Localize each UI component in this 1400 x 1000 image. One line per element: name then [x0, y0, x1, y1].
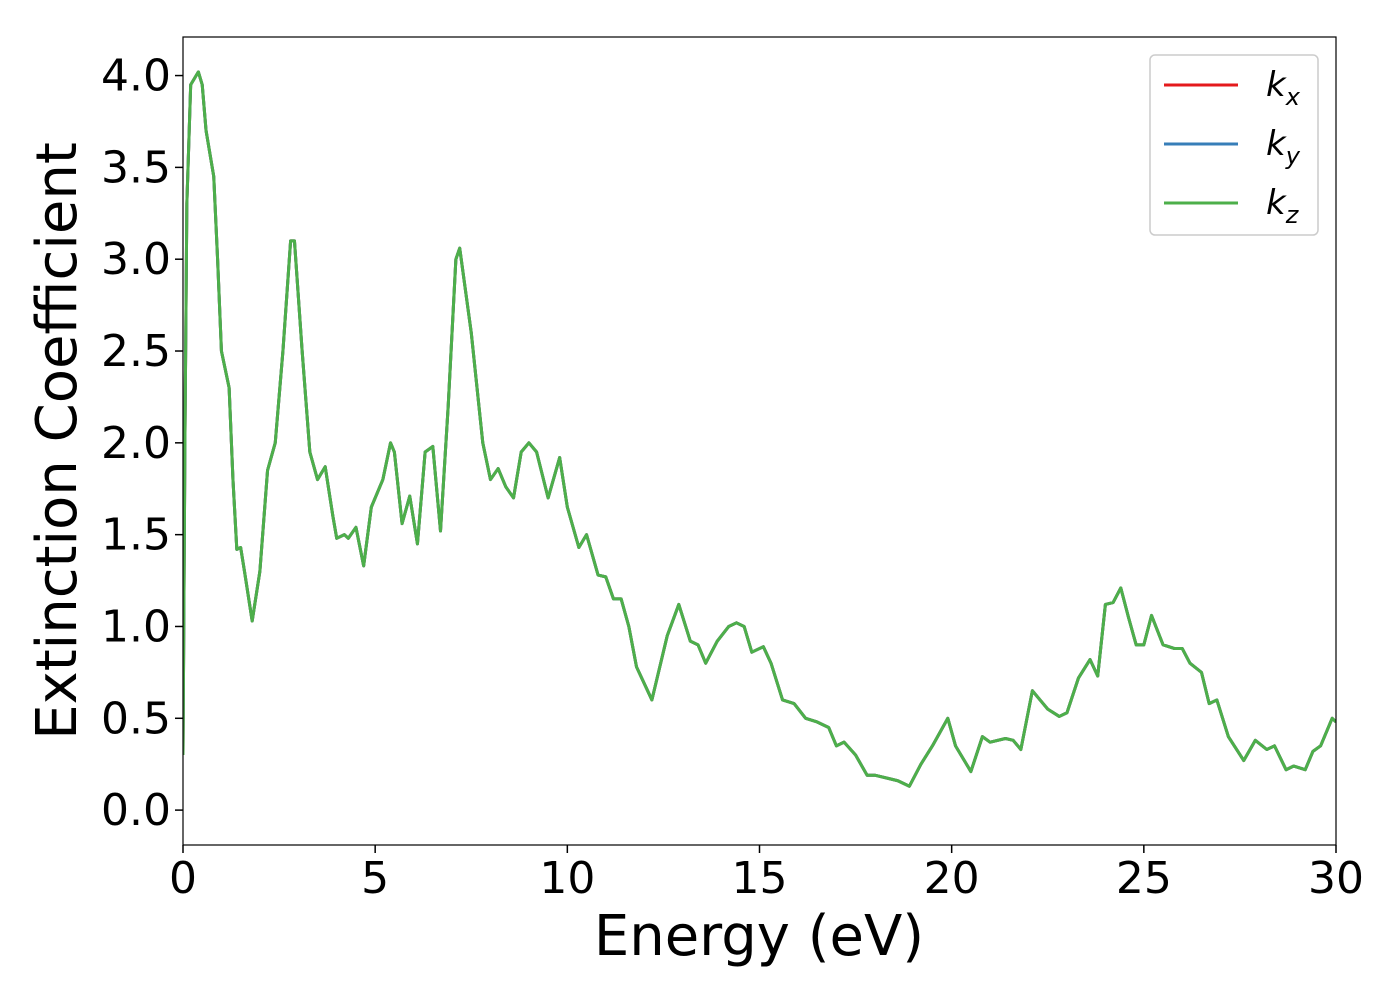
x-tick-label: 5 [361, 853, 389, 904]
x-tick-label: 15 [732, 853, 788, 904]
y-axis-label: Extinction Coefficient [25, 142, 90, 740]
y-tick-label: 4.0 [101, 51, 171, 102]
y-tick-label: 0.5 [101, 693, 171, 744]
x-tick-label: 30 [1308, 853, 1364, 904]
x-tick-label: 0 [169, 853, 197, 904]
plot-frame [182, 36, 1337, 846]
legend-label: kz [1266, 183, 1300, 229]
x-tick-label: 20 [924, 853, 980, 904]
y-tick-label: 0.0 [101, 785, 171, 836]
x-tick-label: 10 [539, 853, 595, 904]
y-tick-label: 3.5 [101, 142, 171, 193]
legend-label: kx [1266, 65, 1301, 111]
y-tick-label: 1.5 [101, 510, 171, 561]
legend-label: ky [1266, 124, 1301, 170]
series-line [183, 70, 1336, 788]
y-tick-label: 3.0 [101, 234, 171, 285]
y-tick-label: 2.0 [101, 418, 171, 469]
y-tick-label: 2.5 [101, 326, 171, 377]
x-axis-label: Energy (eV) [594, 904, 924, 969]
y-tick-label: 1.0 [101, 601, 171, 652]
x-tick-label: 25 [1116, 853, 1172, 904]
